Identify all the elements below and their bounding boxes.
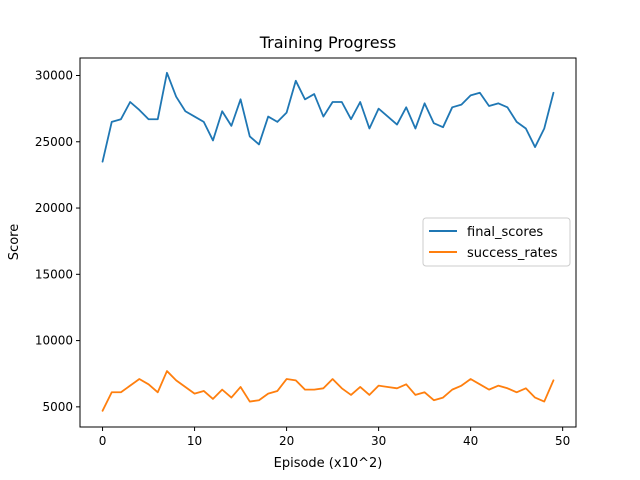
x-tick-label: 50 xyxy=(555,434,570,448)
series-line-final-scores xyxy=(101,71,555,163)
x-tick-label: 40 xyxy=(463,434,478,448)
y-tick-label: 30000 xyxy=(35,68,73,82)
y-tick-label: 15000 xyxy=(35,267,73,281)
plot-area xyxy=(101,71,555,412)
x-tick-label: 30 xyxy=(371,434,386,448)
y-tick-label: 5000 xyxy=(42,400,73,414)
y-tick-label: 25000 xyxy=(35,135,73,149)
legend-entry-label: final_scores xyxy=(467,225,543,240)
y-axis: 5000 10000 15000 20000 25000 30000 xyxy=(35,68,80,414)
legend-entry-label: success_rates xyxy=(467,246,558,261)
y-tick-label: 10000 xyxy=(35,334,73,348)
x-tick-label: 20 xyxy=(279,434,294,448)
y-tick-label: 20000 xyxy=(35,201,73,215)
x-tick-label: 10 xyxy=(187,434,202,448)
legend-box xyxy=(422,217,571,267)
x-tick-label: 0 xyxy=(99,434,107,448)
legend: final_scores success_rates xyxy=(422,217,571,267)
y-axis-label: Score xyxy=(7,224,22,260)
x-axis: 0 10 20 30 40 50 xyxy=(99,427,570,448)
series-line-success-rates xyxy=(101,370,555,412)
plot-frame xyxy=(79,57,577,428)
chart-title: Training Progress xyxy=(259,33,397,52)
x-axis-label: Episode (x10^2) xyxy=(274,456,383,471)
